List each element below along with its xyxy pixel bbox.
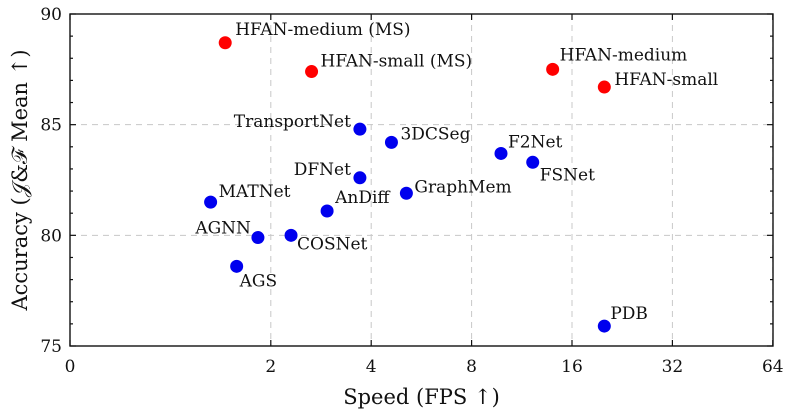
point-graphmem: [399, 186, 413, 200]
x-tick-label: 0: [65, 357, 76, 377]
label-andiff: AnDiff: [334, 188, 391, 208]
label-transportnet: TransportNet: [234, 112, 351, 132]
y-tick-label: 90: [40, 5, 62, 25]
y-tick-label: 80: [40, 226, 62, 246]
label-dfnet: DFNet: [294, 160, 351, 180]
point-hfan-small-ms: [305, 65, 319, 79]
x-tick-label: 8: [466, 357, 477, 377]
label-matnet: MATNet: [219, 182, 291, 202]
label-cosnet: COSNet: [297, 234, 368, 254]
point-ags: [230, 259, 244, 273]
y-tick-label: 75: [40, 337, 62, 357]
label-fsnet: FSNet: [540, 165, 595, 185]
x-axis-label: Speed (FPS ↑): [343, 385, 500, 409]
label-hfan-medium: HFAN-medium: [560, 45, 688, 65]
point-andiff: [320, 204, 334, 218]
plot-frame: [69, 13, 774, 347]
point-transportnet: [353, 122, 367, 136]
y-axis-label: Accuracy (𝒥&ℱ Mean ↑): [8, 49, 32, 311]
point-pdb: [597, 319, 611, 333]
x-tick-label: 64: [762, 357, 784, 377]
x-tick-label: 16: [561, 357, 583, 377]
point-agnn: [251, 231, 265, 245]
label-agnn: AGNN: [194, 219, 251, 239]
x-tick-label: 2: [265, 357, 276, 377]
label-hfan-small-ms: HFAN-small (MS): [321, 52, 473, 72]
tick-layer: 758085900248163264128: [40, 5, 784, 377]
label-3dcseg: 3DCSeg: [400, 124, 470, 144]
x-tick-label: 32: [662, 357, 684, 377]
point-layer: [204, 36, 611, 333]
label-f2net: F2Net: [508, 132, 563, 152]
x-tick-label: 4: [366, 357, 377, 377]
point-cosnet: [284, 228, 298, 242]
point-dfnet: [353, 171, 367, 185]
point-matnet: [204, 195, 218, 209]
y-tick-label: 85: [40, 116, 62, 136]
point-hfan-medium-ms: [218, 36, 232, 50]
point-fsnet: [526, 155, 540, 169]
point-hfan-small: [597, 80, 611, 94]
point-3dcseg: [384, 135, 398, 149]
label-hfan-small: HFAN-small: [614, 70, 718, 90]
label-graphmem: GraphMem: [414, 177, 511, 197]
label-pdb: PDB: [610, 304, 648, 324]
point-f2net: [494, 146, 508, 160]
label-layer: HFAN-medium (MS) HFAN-small (MS) HFAN-medi…: [194, 20, 718, 324]
label-ags: AGS: [239, 271, 278, 291]
label-hfan-medium-ms: HFAN-medium (MS): [235, 20, 410, 40]
point-hfan-medium: [546, 62, 560, 76]
